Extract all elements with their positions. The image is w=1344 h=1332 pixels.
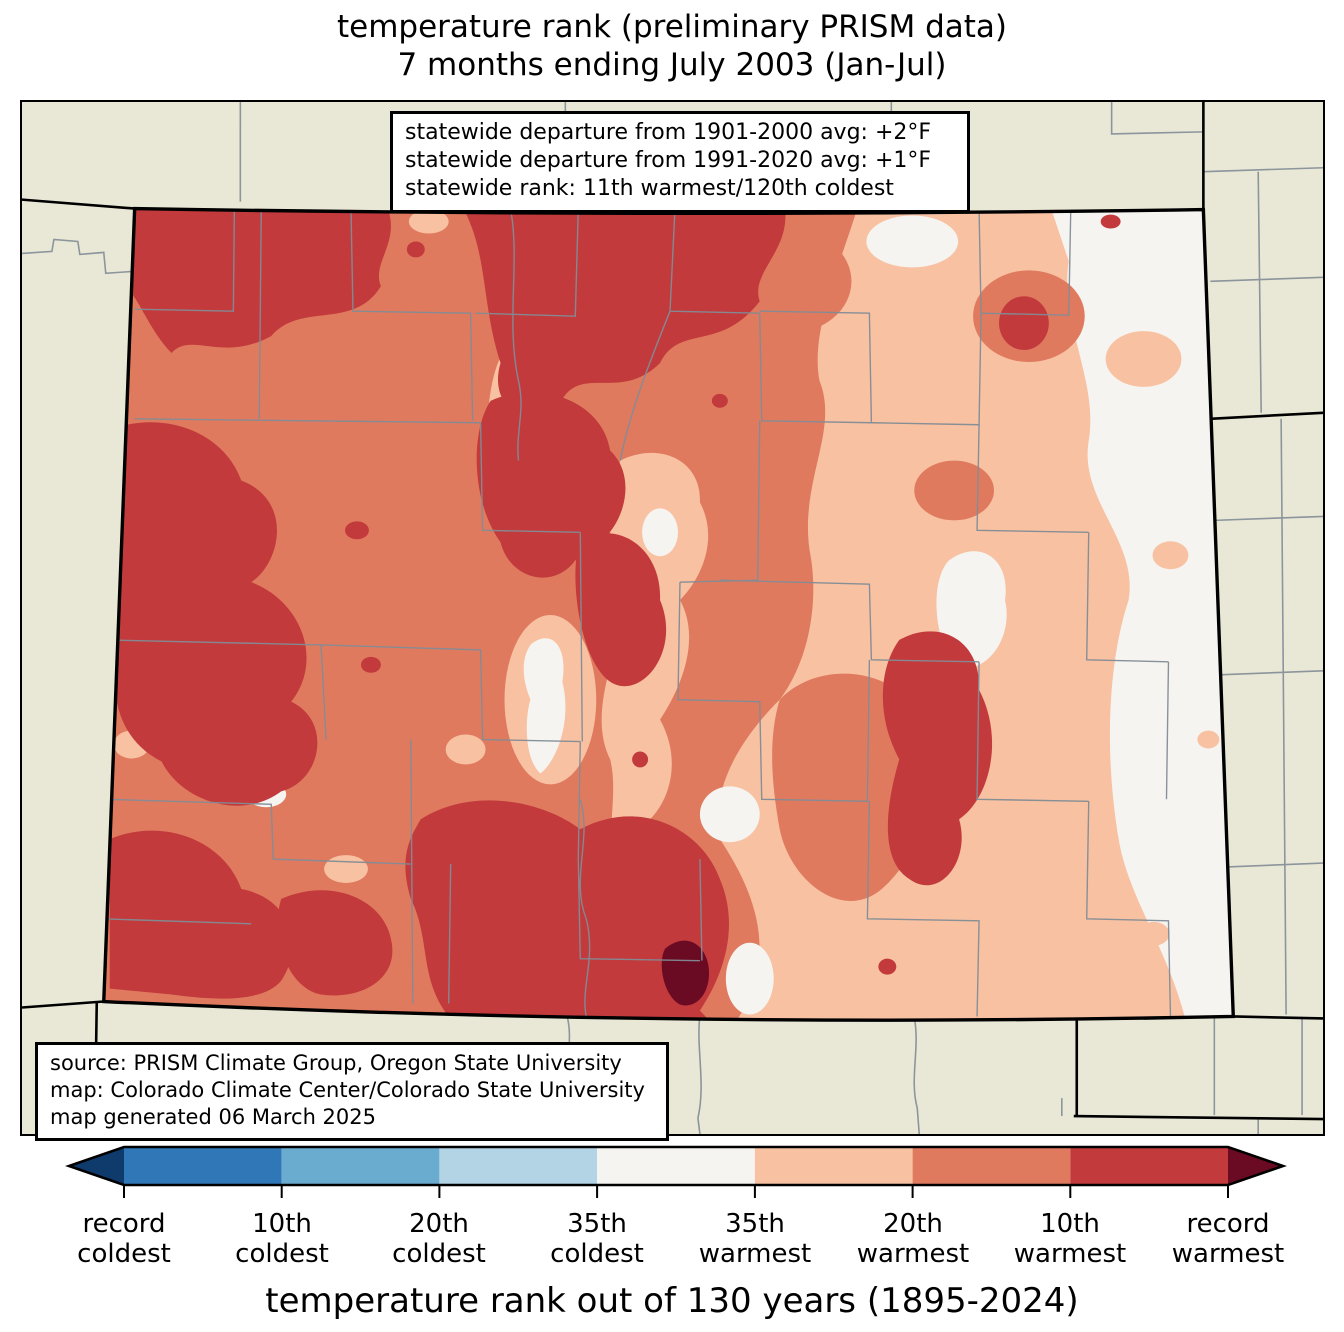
stat-line-2: statewide departure from 1991-2020 avg: …	[405, 148, 932, 173]
tick-record-coldest-l1: record	[82, 1209, 165, 1239]
tick-20th-warmest-l2: warmest	[857, 1239, 970, 1269]
record-warmest-arrow	[1228, 1147, 1283, 1185]
tick-10th-warmest-l1: 10th	[1040, 1209, 1100, 1239]
source-line-2: map: Colorado Climate Center/Colorado St…	[50, 1078, 645, 1102]
colorado-map-svg	[22, 102, 1323, 1134]
tick-20th-warmest-l1: 20th	[883, 1209, 943, 1239]
colorbar-legend: record coldest 10th coldest 20th coldest…	[0, 1140, 1344, 1332]
region-10th-warmest	[106, 208, 1121, 1021]
tick-record-warmest-l2: warmest	[1172, 1239, 1285, 1269]
tick-35th-coldest-l2: coldest	[550, 1239, 644, 1269]
tick-record-coldest-l2: coldest	[77, 1239, 171, 1269]
tick-20th-coldest-l1: 20th	[409, 1209, 469, 1239]
title-line-1: temperature rank (preliminary PRISM data…	[336, 9, 1007, 45]
tick-35th-warmest-l2: warmest	[699, 1239, 812, 1269]
colorbar-ticks	[123, 1185, 1229, 1198]
map-plot-area: statewide departure from 1901-2000 avg: …	[20, 100, 1325, 1141]
colorbar-tick-labels: record coldest 10th coldest 20th coldest…	[77, 1209, 1284, 1269]
source-box: source: PRISM Climate Group, Oregon Stat…	[35, 1042, 669, 1141]
statewide-stats-box: statewide departure from 1901-2000 avg: …	[390, 111, 970, 213]
neighbor-state-lines	[22, 102, 1323, 1134]
tick-10th-warmest-l2: warmest	[1014, 1239, 1127, 1269]
tick-10th-coldest-l2: coldest	[235, 1239, 329, 1269]
colorado-county-lines	[103, 208, 1172, 1017]
tick-10th-coldest-l1: 10th	[252, 1209, 312, 1239]
colorbar-segments	[69, 1147, 1283, 1185]
record-coldest-arrow	[69, 1147, 124, 1185]
title-line-2: 7 months ending July 2003 (Jan-Jul)	[397, 47, 947, 83]
stat-line-3: statewide rank: 11th warmest/120th colde…	[405, 176, 894, 201]
colorbar-axis-title: temperature rank out of 130 years (1895-…	[265, 1281, 1078, 1321]
record-warmest-spot	[661, 940, 710, 1006]
source-line-3: map generated 06 March 2025	[50, 1105, 377, 1129]
region-near-normal	[163, 208, 1234, 1021]
tick-record-warmest-l1: record	[1186, 1209, 1269, 1239]
peach-spots-east	[1070, 331, 1220, 946]
tick-20th-coldest-l2: coldest	[392, 1239, 486, 1269]
source-line-1: source: PRISM Climate Group, Oregon Stat…	[50, 1051, 622, 1075]
page-title: temperature rank (preliminary PRISM data…	[0, 8, 1344, 84]
tick-35th-coldest-l1: 35th	[567, 1209, 627, 1239]
stat-line-1: statewide departure from 1901-2000 avg: …	[405, 120, 932, 145]
tick-35th-warmest-l1: 35th	[725, 1209, 785, 1239]
